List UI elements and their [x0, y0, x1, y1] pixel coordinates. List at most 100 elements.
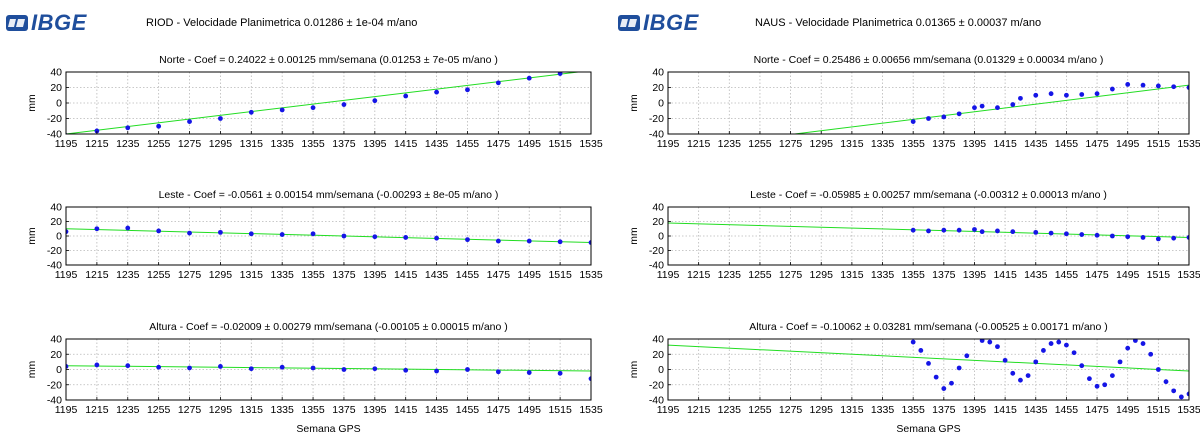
x-tick-label: 1235	[116, 138, 140, 150]
data-point	[1140, 82, 1146, 88]
data-point	[1125, 234, 1131, 240]
y-tick-label: -20	[47, 379, 62, 391]
data-point	[495, 238, 501, 244]
x-tick-label: 1275	[779, 269, 803, 281]
subplot-title: Leste - Coef = -0.05985 ± 0.00257 mm/sem…	[750, 189, 1107, 201]
data-point	[341, 233, 347, 239]
x-tick-label: 1535	[1177, 269, 1200, 281]
x-tick-label: 1455	[456, 138, 480, 150]
data-point	[218, 364, 223, 369]
subplot-naus-altura: Altura - Coef = -0.10062 ± 0.03281 mm/se…	[628, 321, 1200, 416]
x-tick-label: 1315	[840, 138, 864, 150]
data-point	[1079, 92, 1085, 97]
data-point	[1140, 341, 1146, 346]
ibge-logo-text: IBGE	[643, 10, 699, 35]
x-tick-label: 1515	[548, 404, 572, 416]
data-point	[434, 235, 439, 241]
data-point	[1033, 92, 1039, 98]
x-tick-label: 1275	[178, 404, 202, 416]
x-tick-label: 1235	[718, 138, 742, 150]
trend-line	[668, 344, 1189, 372]
data-point	[941, 114, 947, 120]
data-point	[910, 339, 916, 345]
data-point	[1109, 233, 1115, 239]
x-tick-label: 1515	[1147, 138, 1171, 150]
data-point	[94, 226, 100, 232]
data-point	[1171, 388, 1177, 394]
data-point	[910, 227, 916, 233]
data-point	[187, 230, 192, 236]
x-tick-label: 1375	[332, 404, 356, 416]
x-tick-label: 1415	[993, 269, 1017, 281]
x-tick-label: 1355	[901, 404, 925, 416]
data-point	[94, 362, 100, 368]
data-point	[1079, 232, 1085, 237]
data-point	[910, 119, 916, 124]
y-axis-label: mm	[26, 361, 38, 379]
data-point	[218, 229, 223, 235]
x-tick-label: 1515	[548, 138, 572, 150]
data-point	[434, 368, 439, 374]
x-tick-label: 1275	[178, 138, 202, 150]
x-tick-label: 1355	[301, 138, 325, 150]
x-tick-label: 1215	[85, 269, 109, 281]
x-tick-label: 1335	[270, 138, 294, 150]
x-tick-label: 1255	[147, 138, 171, 150]
x-tick-label: 1315	[240, 404, 264, 416]
y-tick-label: 20	[652, 349, 664, 361]
data-point	[279, 364, 285, 370]
data-point	[941, 227, 947, 233]
y-tick-label: 20	[652, 82, 664, 94]
trend-line	[66, 228, 591, 244]
x-tick-label: 1375	[932, 138, 956, 150]
data-point	[588, 240, 591, 245]
x-tick-label: 1295	[810, 404, 834, 416]
y-tick-label: -40	[649, 260, 664, 272]
data-point	[1079, 363, 1085, 369]
data-point	[926, 361, 931, 366]
data-point	[372, 98, 378, 104]
data-point	[1010, 229, 1016, 235]
x-tick-label: 1295	[810, 138, 834, 150]
data-point	[495, 369, 501, 375]
subplot-title: Altura - Coef = -0.10062 ± 0.03281 mm/se…	[749, 321, 1108, 333]
subplot-naus-norte: Norte - Coef = 0.25486 ± 0.00656 mm/sema…	[628, 54, 1200, 150]
data-point	[248, 109, 254, 115]
x-tick-label: 1355	[901, 269, 925, 281]
data-point	[1018, 95, 1023, 101]
data-point	[341, 367, 347, 372]
x-tick-label: 1535	[579, 138, 603, 150]
x-tick-label: 1455	[456, 269, 480, 281]
x-tick-label: 1335	[270, 269, 294, 281]
data-point	[995, 105, 1000, 111]
data-point	[1117, 359, 1123, 365]
x-tick-label: 1415	[394, 404, 418, 416]
data-point	[987, 339, 993, 345]
x-tick-label: 1395	[363, 269, 387, 281]
x-tick-label: 1215	[687, 269, 711, 281]
x-tick-label: 1495	[1116, 269, 1140, 281]
y-tick-label: -20	[47, 113, 62, 125]
y-tick-label: 0	[56, 98, 62, 110]
x-tick-label: 1235	[718, 269, 742, 281]
x-tick-label: 1475	[1085, 269, 1109, 281]
y-tick-label: 20	[50, 82, 62, 94]
x-tick-label: 1435	[425, 138, 449, 150]
x-tick-label: 1235	[116, 404, 140, 416]
y-axis-label: mm	[628, 361, 640, 379]
x-tick-label: 1475	[487, 269, 511, 281]
main-title-naus: NAUS - Velocidade Planimetrica 0.01365 ±…	[755, 17, 1042, 29]
data-point	[1064, 92, 1069, 98]
data-point	[918, 348, 924, 353]
ibge-logo-icon	[6, 15, 28, 31]
data-point	[310, 105, 316, 111]
data-point	[1140, 235, 1146, 240]
x-tick-label: 1355	[901, 138, 925, 150]
x-tick-label: 1315	[840, 269, 864, 281]
x-tick-label: 1195	[55, 404, 78, 416]
y-tick-label: -40	[47, 129, 62, 141]
ibge-logo: IBGE	[6, 10, 87, 36]
data-point	[279, 232, 285, 237]
x-tick-label: 1395	[363, 138, 387, 150]
x-tick-label: 1315	[840, 404, 864, 416]
